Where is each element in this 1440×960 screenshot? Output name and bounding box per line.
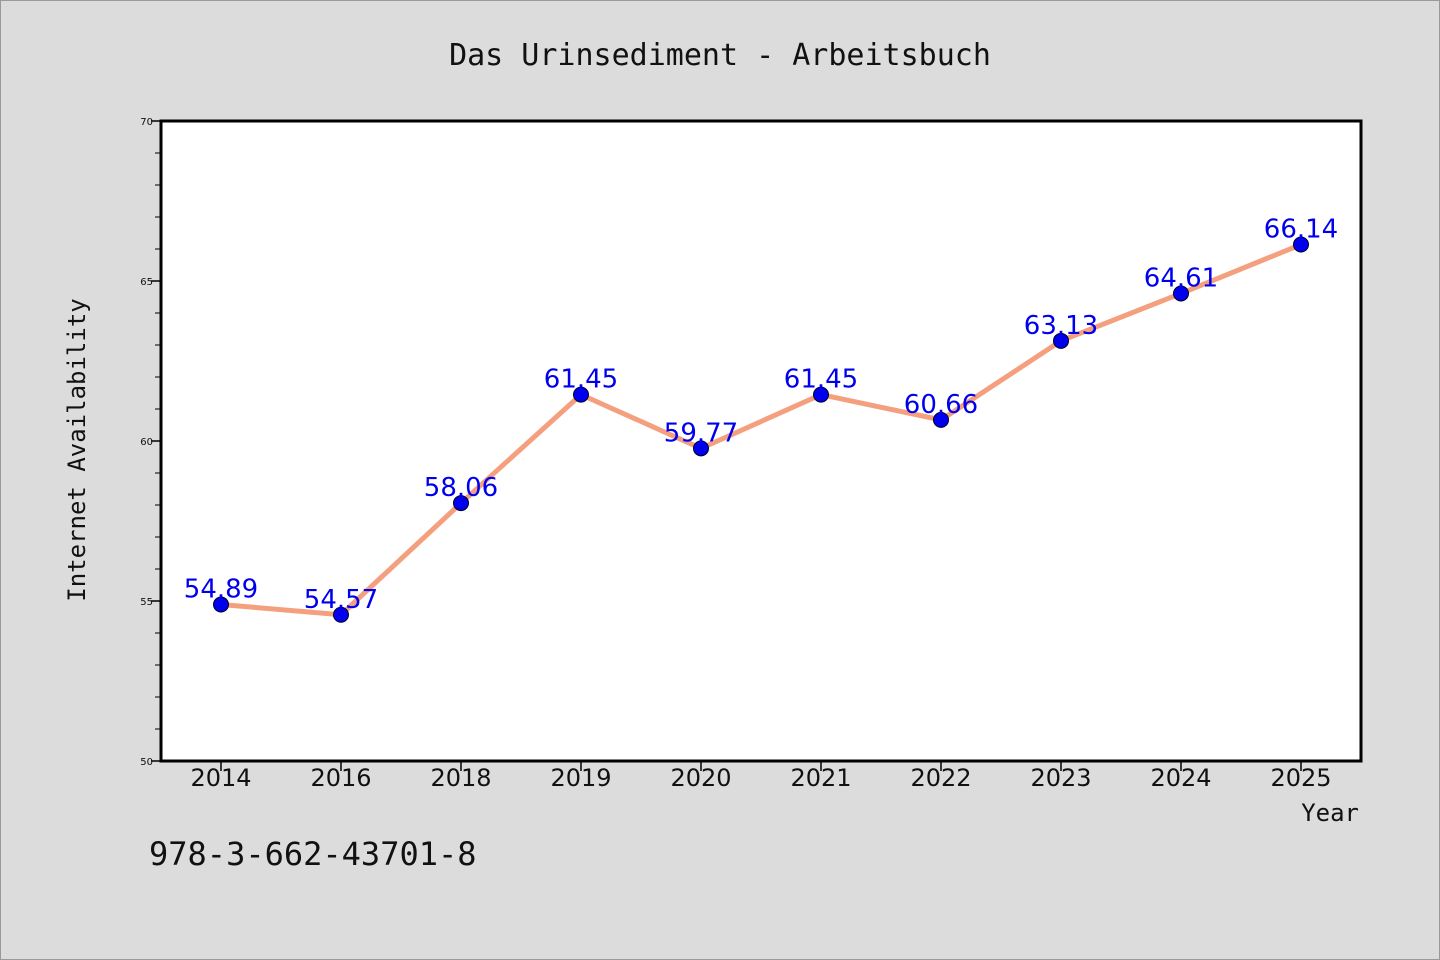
x-tick-label: 2025	[1270, 764, 1331, 792]
y-tick-label: 70	[140, 117, 153, 128]
y-tick-label: 55	[140, 597, 153, 608]
data-label: 61.45	[544, 365, 618, 395]
data-label: 63.13	[1024, 311, 1098, 341]
x-tick-label: 2018	[430, 764, 491, 792]
isbn-text: 978-3-662-43701-8	[149, 835, 477, 873]
x-tick-label: 2024	[1150, 764, 1211, 792]
y-axis-label: Internet Availability	[63, 298, 91, 601]
data-label: 61.45	[784, 365, 858, 395]
data-label: 59.77	[664, 418, 738, 448]
x-tick-label: 2021	[790, 764, 851, 792]
data-point	[333, 606, 349, 623]
plot-area	[161, 121, 1361, 761]
x-tick-label: 2023	[1030, 764, 1091, 792]
data-point	[573, 386, 589, 403]
data-point	[813, 386, 829, 403]
y-tick-label: 65	[140, 277, 153, 288]
data-point	[933, 411, 949, 428]
data-labels: 54.89 54.57 58.06 61.45 59.77 61.45 60.66 63.13…	[184, 215, 1338, 615]
x-tick-label: 2016	[310, 764, 371, 792]
data-label: 58.06	[424, 473, 498, 503]
y-axis-ticks: 50 55 60 65 70	[140, 117, 161, 768]
data-label: 54.89	[184, 575, 258, 605]
x-tick-label: 2019	[550, 764, 611, 792]
plot-frame	[159, 119, 1363, 763]
y-tick-label: 60	[140, 437, 153, 448]
data-point	[453, 495, 469, 512]
data-point	[1173, 285, 1189, 302]
x-tick-label: 2022	[910, 764, 971, 792]
x-tick-label: 2014	[190, 764, 251, 792]
chart-title: Das Urinsediment - Arbeitsbuch	[449, 38, 991, 73]
x-axis-ticks: 2014 2016 2018 2019 2020 2021 2022 2023 2024 2025	[190, 761, 1332, 792]
data-markers	[213, 236, 1309, 623]
x-axis-label: Year	[1301, 799, 1359, 827]
data-point	[693, 440, 709, 457]
data-point	[1293, 236, 1309, 253]
data-point	[213, 596, 229, 613]
x-tick-label: 2020	[670, 764, 731, 792]
y-tick-label: 50	[140, 757, 153, 768]
data-label: 64.61	[1144, 263, 1218, 293]
series-line	[218, 242, 1304, 618]
data-label: 60.66	[904, 390, 978, 420]
data-label: 54.57	[304, 585, 378, 615]
data-label: 66.14	[1264, 215, 1338, 245]
data-point	[1053, 332, 1069, 349]
